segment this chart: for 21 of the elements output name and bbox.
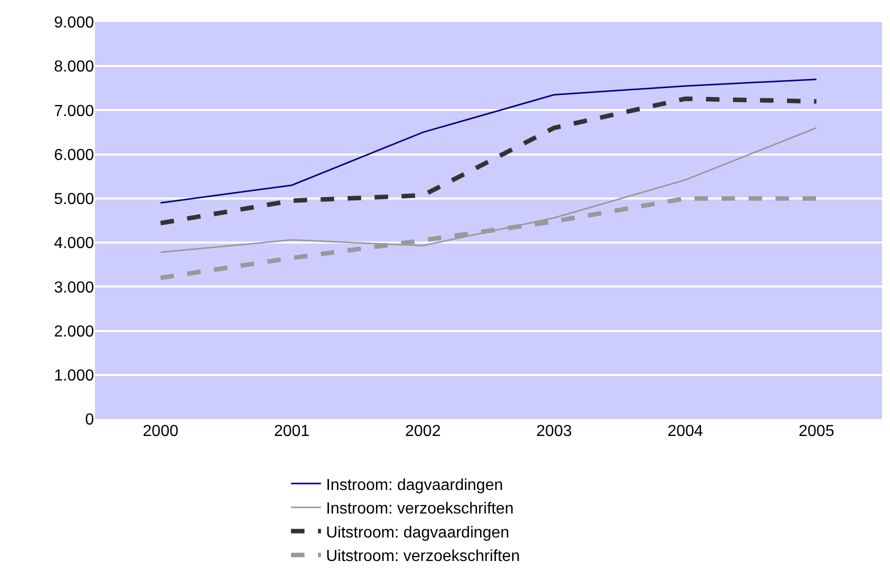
x-tick-label: 2004 xyxy=(667,423,704,440)
x-tick-label: 2002 xyxy=(405,423,441,440)
legend-label: Instroom: verzoekschriften xyxy=(326,500,514,518)
y-tick-label: 3.000 xyxy=(54,279,94,296)
y-tick-label: 0 xyxy=(85,412,94,429)
y-tick-label: 7.000 xyxy=(54,102,94,120)
x-tick-label: 2003 xyxy=(536,423,572,440)
y-tick-label: 8.000 xyxy=(54,58,94,76)
y-tick-label: 4.000 xyxy=(54,235,94,252)
legend-label: Uitstroom: verzoekschriften xyxy=(326,548,520,566)
x-tick-label: 2001 xyxy=(274,423,310,440)
line-series xyxy=(160,78,818,204)
legend-label: Uitstroom: dagvaardingen xyxy=(326,524,510,542)
y-tick-label: 5.000 xyxy=(54,191,94,208)
legend-label: Instroom: dagvaardingen xyxy=(326,476,503,494)
y-tick-label: 9.000 xyxy=(54,14,94,32)
y-tick-label: 6.000 xyxy=(54,146,94,164)
y-tick-label: 1.000 xyxy=(54,367,94,384)
y-tick-label: 2.000 xyxy=(54,323,94,340)
x-tick-label: 2000 xyxy=(142,423,178,440)
x-tick-label: 2005 xyxy=(798,423,834,440)
